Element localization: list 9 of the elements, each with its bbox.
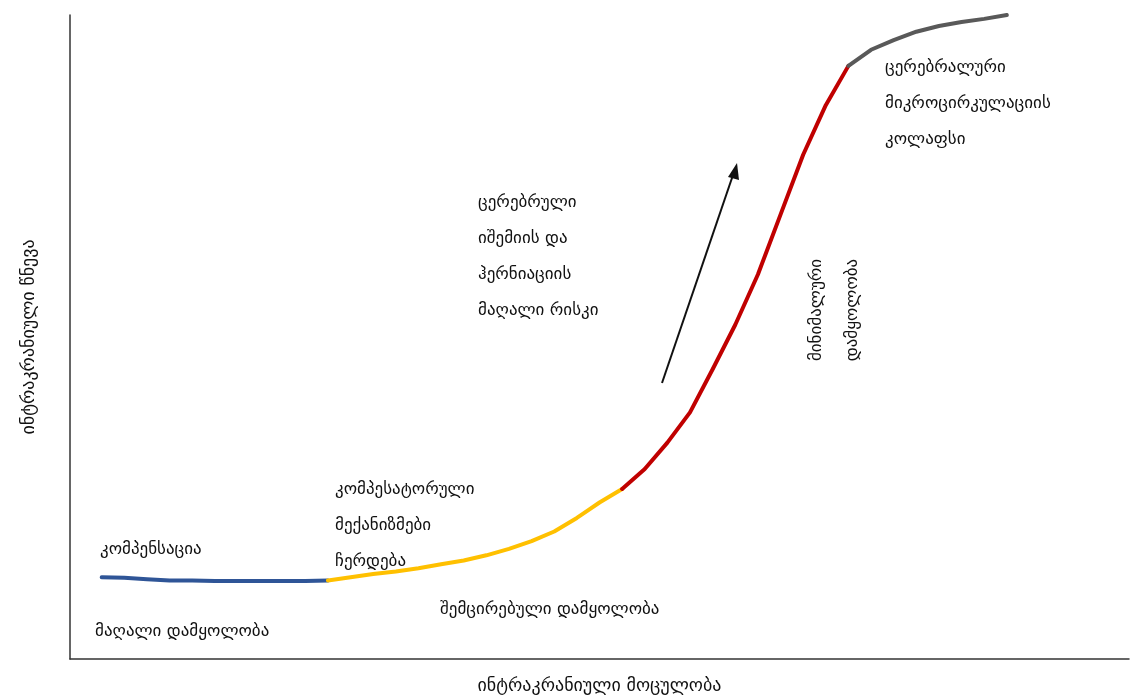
annotation: ცერებრალური მიკროცირკულაციის კოლაფსი xyxy=(885,56,1051,148)
annotation: კომპენსაცია xyxy=(100,538,202,558)
annotation: მაღალი დამყოლობა xyxy=(95,620,270,640)
x-axis-title: ინტრაკრანიული მოცულობა xyxy=(477,673,722,695)
annotation: შემცირებული დამყოლობა xyxy=(440,598,660,618)
y-axis-title: ინტრაკრანიული წნევა xyxy=(16,239,38,435)
annotation: კომპესატორული მექანიზმები ჩერდება xyxy=(335,478,475,570)
annotation: ცერებრული იშემიის და ჰერნიაციის მაღალი რისკი xyxy=(478,191,599,319)
annotation: მინიმალური დამყოლობა xyxy=(805,258,861,362)
